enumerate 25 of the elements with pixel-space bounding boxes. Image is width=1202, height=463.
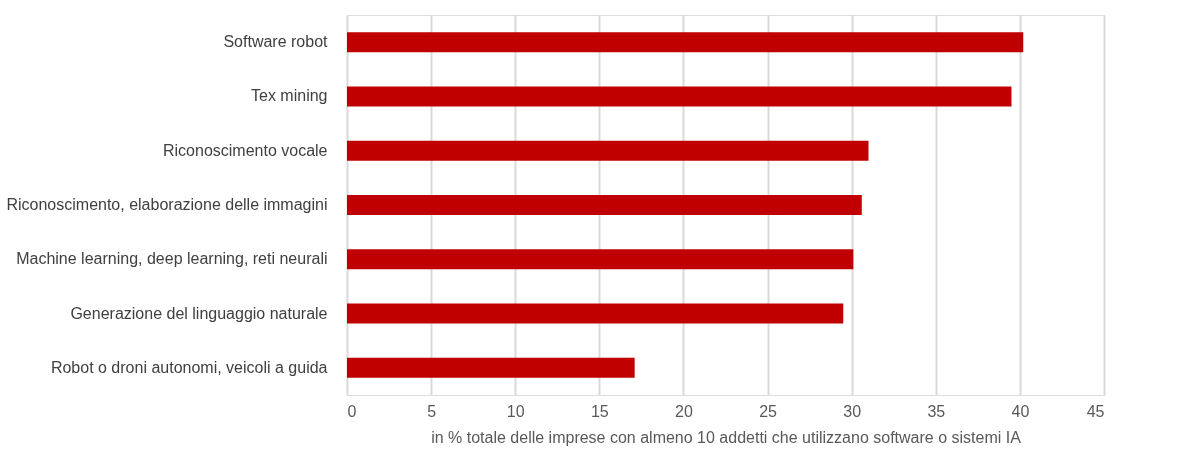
x-tick-label: 10 xyxy=(506,402,525,420)
x-tick-label: 40 xyxy=(1011,402,1030,420)
x-tick-label: 35 xyxy=(927,402,946,420)
x-axis-title: in % totale delle imprese con almeno 10 addetti che utilizzano software o sistemi IA xyxy=(431,428,1022,446)
bar xyxy=(347,249,854,270)
y-tick-label: Tex mining xyxy=(251,87,328,105)
x-tick-label: 45 xyxy=(1086,402,1105,420)
y-tick-label: Riconoscimento vocale xyxy=(162,141,328,159)
bar xyxy=(347,195,862,215)
y-tick-label: Machine learning, deep learning, reti neurali xyxy=(16,250,328,268)
bar xyxy=(347,140,869,161)
bar xyxy=(347,303,844,324)
x-tick-label: 5 xyxy=(427,402,437,420)
x-tick-label: 0 xyxy=(347,402,357,420)
bar xyxy=(347,86,1012,107)
y-tick-label: Software robot xyxy=(223,33,329,51)
x-tick-label: 30 xyxy=(843,402,862,420)
y-tick-label: Riconoscimento, elaborazione delle immagini xyxy=(6,196,328,213)
x-tick-label: 15 xyxy=(590,402,609,420)
bar xyxy=(347,32,1024,53)
y-tick-label: Robot o droni autonomi, veicoli a guida xyxy=(50,358,328,376)
x-tick-label: 20 xyxy=(675,402,693,420)
x-tick-label: 25 xyxy=(759,402,778,420)
y-tick-label: Generazione del linguaggio naturale xyxy=(70,304,328,322)
bar xyxy=(347,357,635,378)
